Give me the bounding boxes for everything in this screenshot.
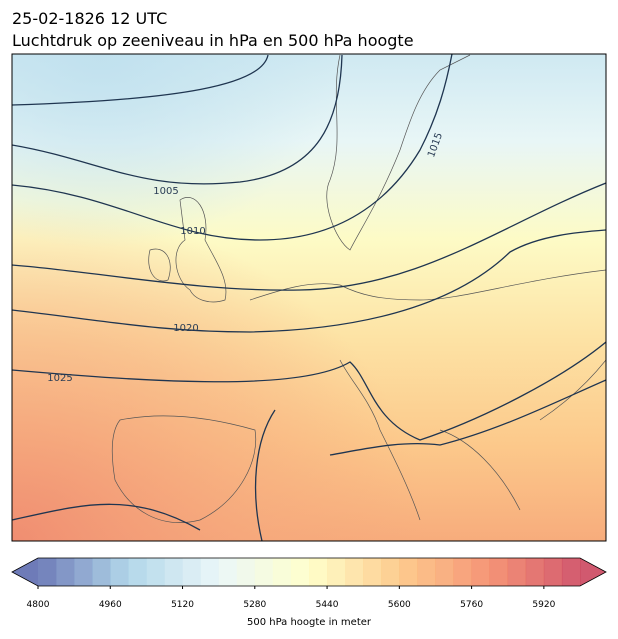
colorbar-bin <box>200 558 219 586</box>
colorbar-bin <box>146 558 165 586</box>
colorbar-bin <box>543 558 563 586</box>
colorbar-bin <box>254 558 274 586</box>
colorbar-bin <box>236 558 256 586</box>
colorbar-bin <box>327 558 346 586</box>
colorbar-bin <box>290 558 310 586</box>
title: 25-02-1826 12 UTC <box>12 9 167 28</box>
colorbar-bin <box>164 558 183 586</box>
colorbar-bin <box>561 558 581 586</box>
colorbar-extend-high <box>580 558 606 586</box>
colorbar-bin <box>38 558 57 586</box>
contour-label: 1020 <box>173 323 198 334</box>
colorbar-bin <box>56 558 75 586</box>
contour-label: 1010 <box>180 226 205 237</box>
colorbar-bin <box>345 558 364 586</box>
colorbar-bin <box>272 558 292 586</box>
map <box>12 54 606 541</box>
colorbar-tick-label: 5120 <box>171 600 194 610</box>
colorbar-bin <box>363 558 382 586</box>
colorbar-bin <box>218 558 238 586</box>
colorbar-tick-label: 5600 <box>388 600 411 610</box>
colorbar-bin <box>110 558 129 586</box>
colorbar-bin <box>381 558 400 586</box>
colorbar-bin <box>74 558 93 586</box>
colorbar-bin <box>471 558 490 586</box>
colorbar-tick-label: 5440 <box>316 600 339 610</box>
colorbar-bin <box>489 558 509 586</box>
colorbar-bin <box>453 558 472 586</box>
colorbar-bin <box>399 558 418 586</box>
colorbar-extend-low <box>12 558 38 586</box>
colorbar-label: 500 hPa hoogte in meter <box>247 617 372 628</box>
colorbar-bin <box>309 558 328 586</box>
colorbar: 4800 4960 5120 5280 5440 5600 5760 5920 <box>11 557 607 610</box>
colorbar-outline <box>11 557 607 587</box>
colorbar-bin <box>417 558 436 586</box>
colorbar-tick-label: 5280 <box>243 600 266 610</box>
colorbar-tick-label: 5760 <box>460 600 483 610</box>
colorbar-bin <box>435 558 454 586</box>
contour-label: 1005 <box>153 186 178 197</box>
contour-label: 1025 <box>47 373 72 384</box>
colorbar-bin <box>525 558 545 586</box>
colorbar-tick-label: 4960 <box>99 600 122 610</box>
map-frame <box>11 53 607 542</box>
colorbar-bin <box>92 558 111 586</box>
subtitle: Luchtdruk op zeeniveau in hPa en 500 hPa… <box>12 31 414 50</box>
colorbar-tick-label: 4800 <box>27 600 50 610</box>
colorbar-bin <box>182 558 201 586</box>
colorbar-tick-label: 5920 <box>532 600 555 610</box>
colorbar-bin <box>507 558 527 586</box>
colorbar-bin <box>128 558 147 586</box>
